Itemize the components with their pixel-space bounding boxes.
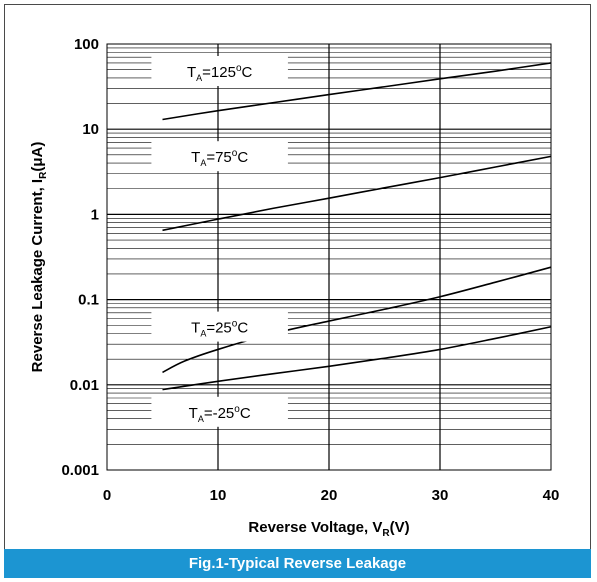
y-tick-label: 1 [91,206,99,223]
y-tick-label: 0.1 [78,292,99,309]
series-line [162,266,552,374]
y-axis-label: Reverse Leakage Current, IR(μA) [29,142,49,373]
series-label-box [151,396,288,427]
series-label-value: =-25 [204,405,234,422]
series-label-degree: o [232,148,238,159]
series-label-sub: A [196,73,202,83]
y-axis-label-tail: (μA) [29,142,46,172]
y-axis-label-sub: R [38,171,49,179]
figure-caption: Fig.1-Typical Reverse Leakage [4,549,591,578]
series-label-text: TA=-25oC [189,404,251,424]
series-line [162,155,552,232]
series-label-degree: o [232,319,238,330]
series-label-text: TA=25oC [191,319,248,339]
series-label-value: =25 [206,320,231,337]
series-lines [162,62,552,391]
x-tick-label: 20 [321,487,338,504]
series-label-box [151,141,288,172]
x-tick-label: 30 [432,487,449,504]
series-label-box [151,311,288,342]
x-tick-label: 10 [210,487,227,504]
series-label-prefix: T [189,405,198,422]
x-axis-label-main: Reverse Voltage, V [248,519,382,536]
tick-labels: 0.001 0.01 0.1 1 10 100 0 10 20 30 40 [61,36,559,504]
x-tick-label: 40 [543,487,560,504]
x-tick-label: 0 [103,487,111,504]
series-label-box [151,56,288,86]
series-line [162,62,552,121]
series-label-prefix: T [191,149,200,166]
series-label-unit: C [240,405,251,422]
y-axis-label-main: Reverse Leakage Current, I [29,179,46,372]
series-label: TA=25oC [151,311,288,342]
y-tick-label: 10 [82,121,99,138]
x-axis-label: Reverse Voltage, VR(V) [248,519,409,539]
plot-area-border [106,43,552,471]
series-line [162,325,552,391]
series-label-degree: o [234,404,240,415]
y-tick-label: 0.001 [61,462,99,479]
series-label-text: TA=75oC [191,148,248,168]
series-label-prefix: T [187,64,196,81]
series-label: TA=75oC [151,141,288,172]
series-label: TA=-25oC [151,396,288,427]
series-label-sub: A [200,329,206,339]
series-label-prefix: T [191,320,200,337]
series-label-sub: A [200,158,206,168]
y-tick-label: 0.01 [70,377,99,394]
major-gridlines [107,44,551,470]
series-label-degree: o [236,63,242,74]
x-axis-label-sub: R [382,528,390,539]
series-label-text: TA=125oC [187,63,253,83]
series-label-sub: A [198,414,204,424]
series-label-value: =125 [202,64,236,81]
series-label-unit: C [237,320,248,337]
series-label-value: =75 [206,149,231,166]
series-label: TA=125oC [151,56,288,86]
x-axis-label-tail: (V) [390,519,410,536]
series-label-unit: C [242,64,253,81]
y-tick-label: 100 [74,36,99,53]
series-label-unit: C [237,149,248,166]
